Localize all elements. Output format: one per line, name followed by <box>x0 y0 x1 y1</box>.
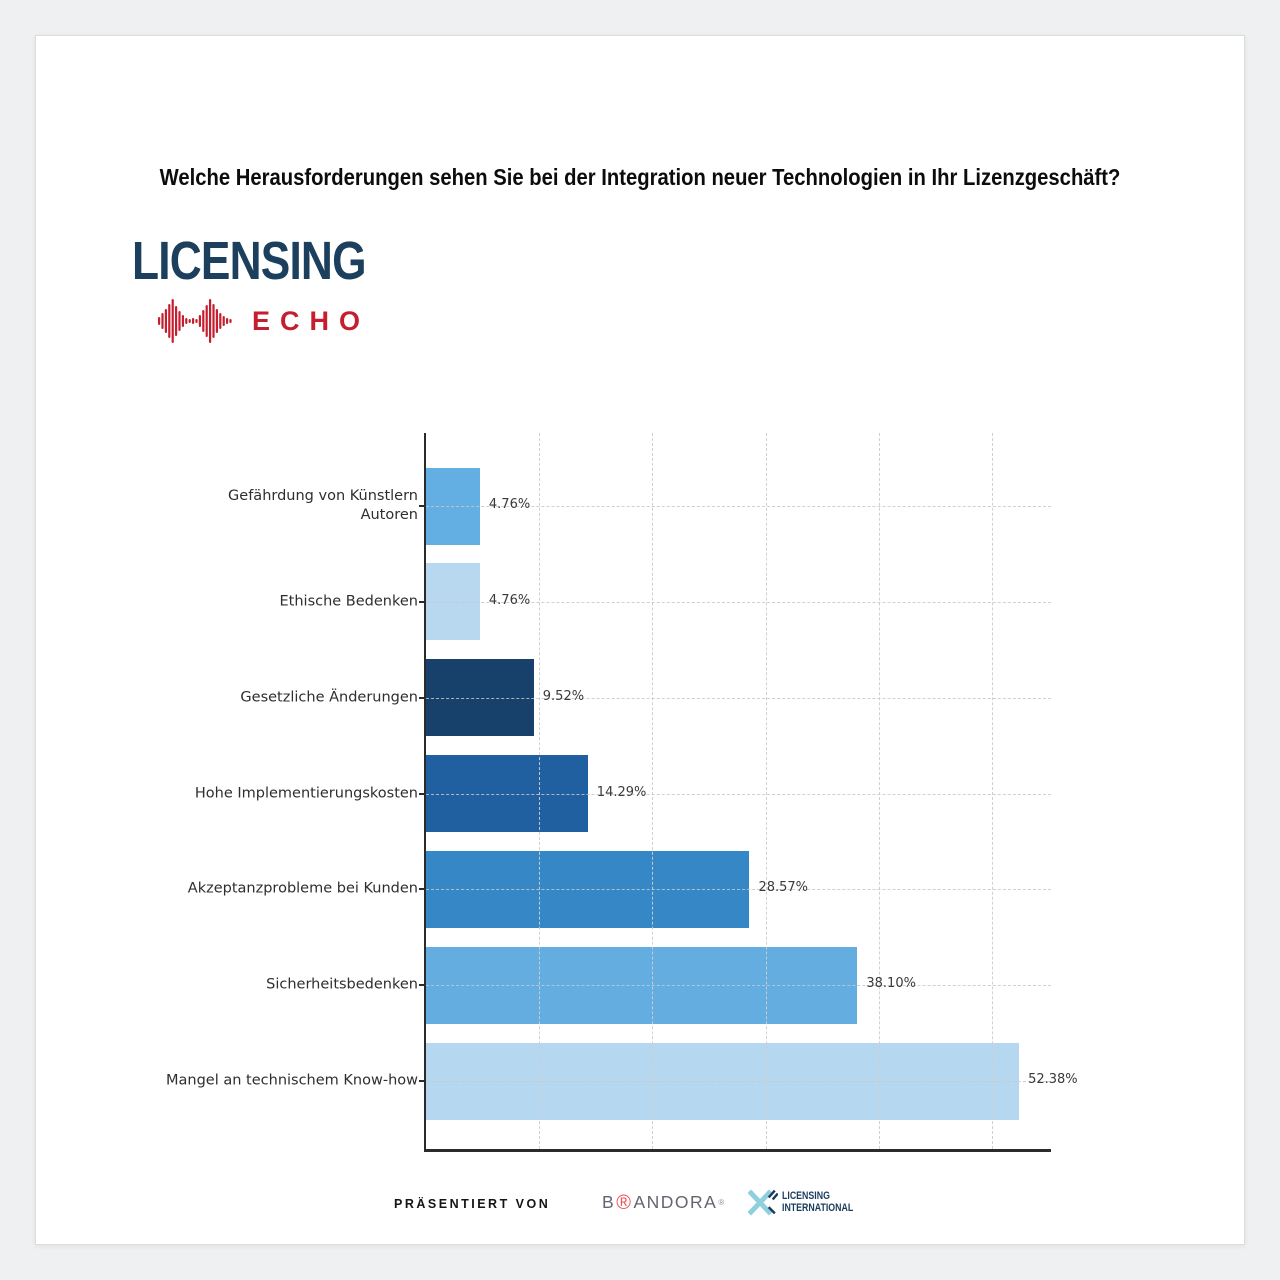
y-gridline <box>426 793 1051 795</box>
logo-echo-text: ECHO <box>252 305 371 336</box>
category-label: Gefährdung von Künstlern Autoren <box>228 488 418 523</box>
y-axis-tick <box>419 792 426 795</box>
category-label: Ethische Bedenken <box>279 593 419 610</box>
category-label: Hohe Implementierungskosten <box>194 785 418 802</box>
brandora-suffix: ANDORA <box>633 1192 718 1212</box>
bar-value-label: 4.76% <box>488 497 531 512</box>
brandora-registered-mark: ® <box>718 1198 726 1207</box>
brandora-logo: B ® ANDORA ® <box>602 1192 726 1213</box>
licensing-international-logo: LICENSING INTERNATIONAL <box>748 1188 871 1216</box>
logo-echo-row: ECHO <box>158 298 417 344</box>
bar-value-label: 38.10% <box>866 976 916 992</box>
infographic-card: Welche Herausforderungen sehen Sie bei d… <box>35 35 1245 1245</box>
category-label: Sicherheitsbedenken <box>266 976 418 993</box>
brandora-prefix: B <box>602 1192 616 1212</box>
bar-chart: 4.76% 4.76% 9.52% 14.29% 28.57% 38.10% 52.38% … <box>36 36 1246 1246</box>
bar-value-label: 28.57% <box>758 880 809 896</box>
y-axis-line <box>424 433 426 1151</box>
y-gridline <box>426 601 1051 603</box>
li-line2: INTERNATIONAL <box>782 1202 854 1214</box>
y-gridline <box>426 506 1051 507</box>
y-axis-tick <box>419 600 426 603</box>
y-axis-tick <box>419 505 426 507</box>
licensing-international-text: LICENSING INTERNATIONAL <box>782 1190 853 1214</box>
presented-by-label: PRÄSENTIERT VON <box>394 1197 551 1211</box>
licensing-echo-logo: LICENSING <box>132 234 417 344</box>
chart-question-title: Welche Herausforderungen sehen Sie bei d… <box>159 164 1121 190</box>
x-gridline <box>652 433 654 1149</box>
category-label: Akzeptanzprobleme bei Kunden <box>187 880 418 897</box>
x-gridline <box>992 433 994 1149</box>
bar-value-label: 52.38% <box>1028 1072 1078 1088</box>
y-axis-tick <box>419 888 426 891</box>
category-label: Mangel an technischem Know-how <box>166 1072 418 1089</box>
x-gridline <box>765 433 767 1149</box>
brandora-registered-icon: ® <box>616 1191 633 1214</box>
y-gridline <box>426 889 1051 891</box>
bar-value-label: 9.52% <box>542 688 585 704</box>
bar-value-label: 4.76% <box>488 592 531 608</box>
bar-value-label: 14.29% <box>596 784 647 800</box>
plot-area: 4.76% 4.76% 9.52% 14.29% 28.57% 38.10% 52.38% <box>419 433 1078 1152</box>
logo-licensing-text: LICENSING <box>132 231 367 291</box>
category-label: Gesetzliche Änderungen <box>240 689 418 706</box>
y-axis-tick <box>419 1080 426 1083</box>
licensing-international-x-icon <box>748 1189 778 1216</box>
audio-waveform-icon <box>158 299 232 343</box>
x-gridline <box>878 433 880 1149</box>
x-axis-line <box>424 1149 1051 1152</box>
y-gridline <box>426 985 1051 987</box>
x-gridline <box>539 433 541 1149</box>
y-axis-tick <box>419 696 426 699</box>
y-gridline <box>426 697 1051 699</box>
li-line1: LICENSING <box>782 1189 830 1202</box>
y-axis-tick <box>419 984 426 987</box>
y-gridline <box>426 1081 1051 1083</box>
